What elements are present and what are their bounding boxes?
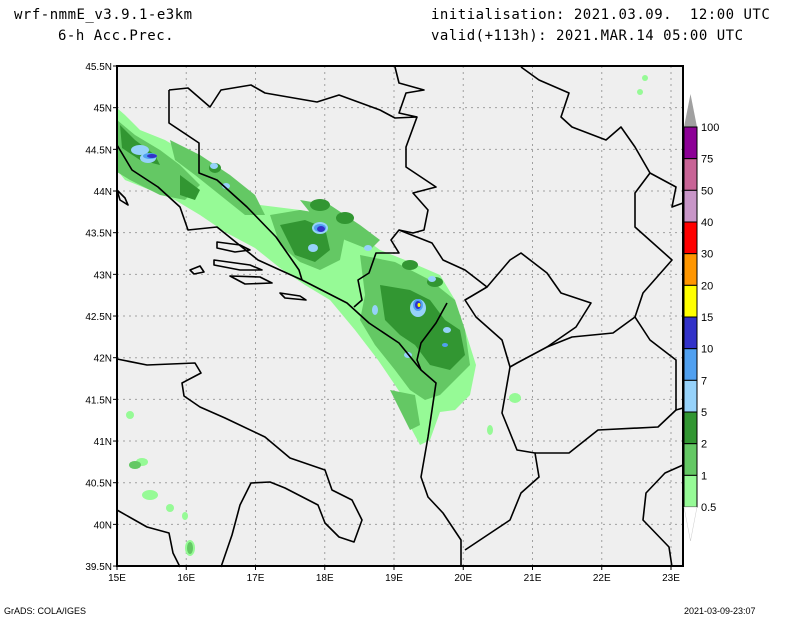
- colorbar-segment: [683, 348, 698, 381]
- valid-time: valid(+113h): 2021.MAR.14 05:00 UTC: [431, 28, 744, 44]
- axis-ticks: 15E 16E 17E 18E 19E 20E 21E 22E 23E 45.5N 45N 44.5N…: [85, 62, 680, 584]
- precip-10-15: [147, 154, 421, 309]
- kosovo-border: [486, 252, 592, 368]
- footer-timestamp: 2021-03-09-23:07: [684, 606, 756, 616]
- colorbar-segment: [683, 474, 698, 508]
- northern-border: [168, 84, 437, 308]
- lat-label: 40N: [94, 520, 112, 531]
- island: [229, 275, 273, 285]
- coastlines-and-borders: [116, 66, 684, 568]
- colorbar-label: 15: [701, 312, 713, 324]
- initialisation-time: initialisation: 2021.03.09. 12:00 UTC: [431, 7, 771, 23]
- island: [213, 259, 263, 271]
- colorbar-segment: [683, 443, 698, 476]
- colorbar-underflow-triangle: [683, 506, 698, 542]
- colorbar-label: 2: [701, 439, 707, 451]
- island: [279, 292, 307, 301]
- model-title: wrf-nmmE_v3.9.1-e3km: [14, 7, 193, 23]
- lat-label: 42N: [94, 354, 112, 365]
- lat-label: 39.5N: [85, 562, 112, 573]
- lon-label: 21E: [524, 573, 542, 584]
- precipitation-field: [117, 75, 648, 556]
- colorbar-segment: [683, 284, 698, 318]
- colorbar-label: 1: [701, 470, 707, 482]
- macedonia-border: [535, 409, 677, 454]
- colorbar-segment: [683, 126, 698, 160]
- serbia-macedonia-border: [546, 316, 636, 348]
- lon-label: 23E: [662, 573, 680, 584]
- lon-label: 16E: [177, 573, 195, 584]
- lat-label: 43.5N: [85, 229, 112, 240]
- colorbar-label: 7: [701, 375, 707, 387]
- serbia-bulgaria-border: [634, 172, 684, 411]
- lon-label: 18E: [316, 573, 334, 584]
- colorbar-segment: [683, 316, 698, 350]
- colorbar-label: 5: [701, 407, 707, 419]
- field-title: 6-h Acc.Prec.: [58, 28, 175, 44]
- colorbar-overflow-triangle: [684, 94, 697, 127]
- colorbar-segment: [683, 379, 698, 413]
- lat-label: 40.5N: [85, 479, 112, 490]
- colorbar-label: 75: [701, 154, 713, 166]
- colorbar-segment: [683, 221, 698, 255]
- hungary-border: [394, 66, 425, 118]
- romania-border: [520, 66, 684, 208]
- lat-label: 44.5N: [85, 145, 112, 156]
- croatia-bih-border: [168, 90, 303, 281]
- lat-label: 45.5N: [85, 62, 112, 73]
- island: [116, 189, 129, 206]
- lat-label: 44N: [94, 187, 112, 198]
- colorbar-segment: [683, 253, 698, 286]
- lat-label: 43N: [94, 270, 112, 281]
- colorbar-label: 50: [701, 185, 713, 197]
- lat-label: 42.5N: [85, 312, 112, 323]
- precip-15-20: [417, 303, 421, 307]
- lat-label: 45N: [94, 104, 112, 115]
- colorbar-label: 40: [701, 217, 713, 229]
- colorbar-segment: [683, 158, 698, 191]
- greece-border: [642, 464, 684, 568]
- island: [189, 265, 205, 275]
- italy-coast: [116, 358, 363, 568]
- albania-montenegro-border: [416, 302, 448, 371]
- footer-credit: GrADS: COLA/IGES: [4, 606, 87, 616]
- lon-label: 17E: [247, 573, 265, 584]
- calabria-coast: [116, 509, 181, 568]
- colorbar-label: 30: [701, 249, 713, 261]
- lat-label: 41N: [94, 437, 112, 448]
- lon-label: 15E: [108, 573, 126, 584]
- lon-label: 22E: [593, 573, 611, 584]
- lon-label: 19E: [385, 573, 403, 584]
- colorbar-label: 100: [701, 122, 719, 134]
- lat-label: 41.5N: [85, 395, 112, 406]
- colorbar-segment: [683, 189, 698, 223]
- colorbar-label: 10: [701, 344, 713, 356]
- island: [216, 241, 251, 253]
- colorbar-label: 20: [701, 280, 713, 292]
- colorbar-segment: [683, 411, 698, 445]
- colorbar-label: 0.5: [701, 502, 716, 514]
- lon-label: 20E: [454, 573, 472, 584]
- balkan-coast: [116, 144, 462, 567]
